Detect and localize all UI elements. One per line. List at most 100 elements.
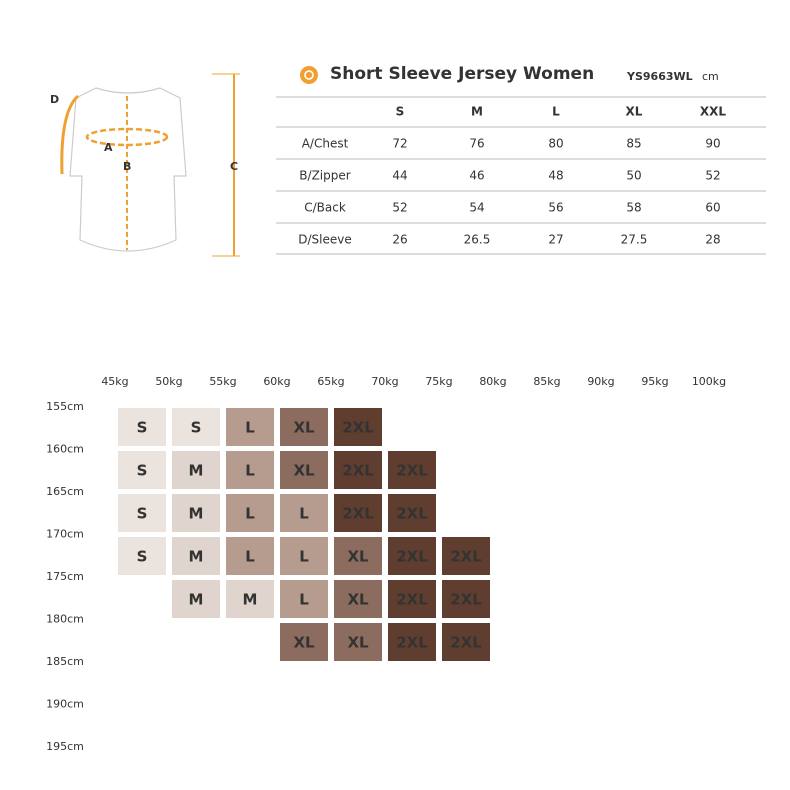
height-label: 165cm [46,485,84,498]
table-cell: 48 [548,169,563,183]
table-cell: 60 [705,201,720,215]
measure-table: S M L XL XXL A/Chest 72 76 80 85 90 B/Zipper 44 46 48 5… [276,96,766,255]
weight-label: 85kg [533,375,560,388]
weight-label: 80kg [479,375,506,388]
table-cell: 44 [392,169,407,183]
size-cell-label: 2XL [396,505,428,523]
size-cell-label: 2XL [396,462,428,480]
size-cell-label: 2XL [450,634,482,652]
weight-label: 60kg [263,375,290,388]
size-cell-label: 2XL [342,462,374,480]
size-cell [118,451,166,489]
height-label: 175cm [46,570,84,583]
weight-label: 45kg [101,375,128,388]
row-label: B/Zipper [299,169,350,183]
size-cell [172,580,220,618]
size-cell-label: XL [347,591,369,609]
size-cell-label: M [189,548,204,566]
size-cell [280,408,328,446]
size-cell [442,623,490,661]
size-cell-label: L [245,419,255,437]
size-cell [334,623,382,661]
size-cell [118,537,166,575]
size-cell [226,494,274,532]
size-cell-label: XL [293,419,315,437]
size-cell-label: 2XL [450,591,482,609]
table-cell: 27 [548,233,563,247]
size-cell [334,408,382,446]
table-cell: 80 [548,137,563,151]
table-cell: 76 [469,137,484,151]
size-grid: 45kg 50kg 55kg 60kg 65kg 70kg 75kg 80kg 85kg 90kg… [46,375,726,753]
size-cell-label: M [243,591,258,609]
size-cell-label: S [191,419,202,437]
size-cell [334,580,382,618]
label-a: A [104,141,113,154]
size-cell-label: M [189,505,204,523]
size-cell-label: L [245,548,255,566]
size-cell-label: M [189,462,204,480]
row-label: D/Sleeve [298,233,351,247]
weight-label: 55kg [209,375,236,388]
title-icon [300,66,318,84]
size-cell [442,537,490,575]
weight-label: 75kg [425,375,452,388]
weight-label: 100kg [692,375,726,388]
size-cell-label: S [137,419,148,437]
height-label: 185cm [46,655,84,668]
size-cell [280,537,328,575]
table-cell: 50 [626,169,641,183]
size-cell-label: M [189,591,204,609]
row-label: A/Chest [302,137,349,151]
table-cell: 27.5 [621,233,648,247]
column-header: M [471,105,483,119]
size-cell [226,580,274,618]
size-cell-label: 2XL [342,505,374,523]
row-label: C/Back [304,201,346,215]
size-cell [226,537,274,575]
label-b: B [123,160,131,173]
jersey-diagram: D A B C [50,73,240,257]
size-cell [226,408,274,446]
table-cell: 56 [548,201,563,215]
size-cell [388,580,436,618]
column-header: L [552,105,560,119]
size-cell [334,537,382,575]
size-cell-label: XL [293,462,315,480]
size-cell-label: L [299,548,309,566]
table-cell: 54 [469,201,484,215]
weight-label: 50kg [155,375,182,388]
size-cell [118,494,166,532]
size-cell-label: S [137,462,148,480]
table-cell: 28 [705,233,720,247]
label-c: C [230,160,238,173]
size-cell [118,408,166,446]
size-cell-label: 2XL [396,548,428,566]
size-cell-label: 2XL [396,591,428,609]
column-header: S [396,105,405,119]
size-cell [172,494,220,532]
table-cell: 26 [392,233,407,247]
size-cell-label: 2XL [450,548,482,566]
size-cell [226,451,274,489]
weight-label: 70kg [371,375,398,388]
height-label: 195cm [46,740,84,753]
size-cell-label: L [299,505,309,523]
height-label: 170cm [46,528,84,541]
size-cell [280,623,328,661]
size-cell [172,537,220,575]
size-cell [334,494,382,532]
weight-label: 95kg [641,375,668,388]
size-cell-label: XL [347,548,369,566]
height-label: 155cm [46,400,84,413]
size-cell-label: L [245,462,255,480]
size-cell [172,451,220,489]
product-code: YS9663WL [626,70,693,83]
column-header: XL [626,105,643,119]
size-cell-label: L [299,591,309,609]
height-label: 190cm [46,698,84,711]
size-cell-label: S [137,505,148,523]
size-cell [280,580,328,618]
size-cell-label: XL [347,634,369,652]
